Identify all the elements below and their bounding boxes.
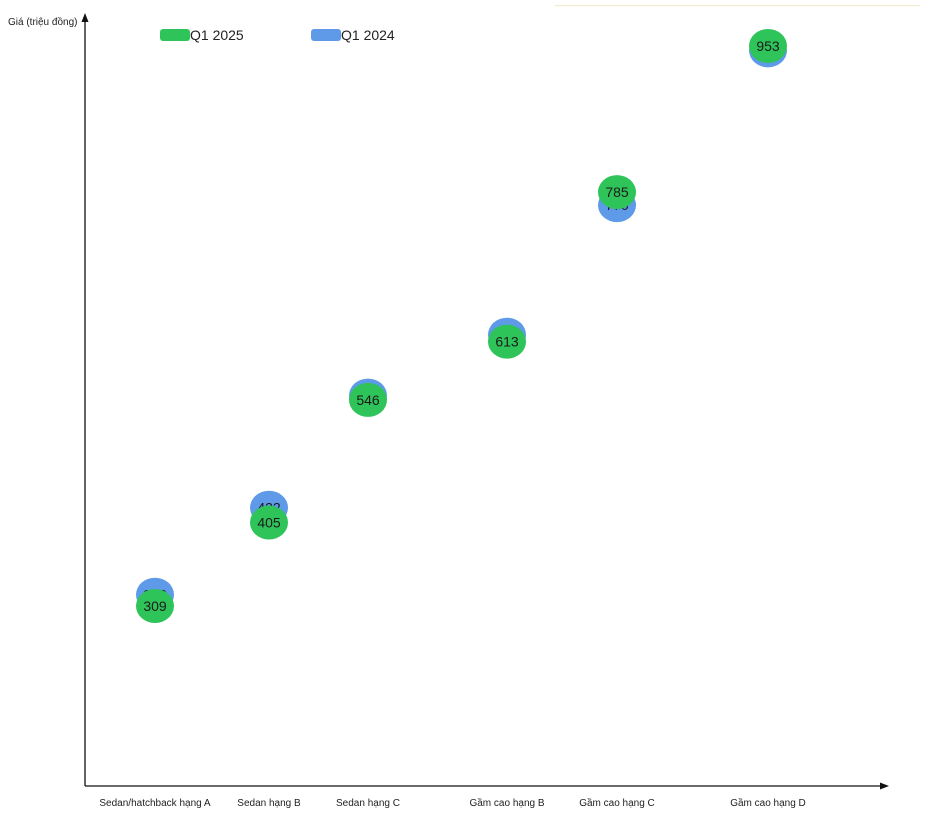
- x-tick-label-4: Gầm cao hạng B: [469, 797, 544, 809]
- point-q1-2025-5: [598, 175, 636, 210]
- value-label-q1-2025-4: 613: [495, 334, 519, 350]
- point-q1-2025-6: [749, 29, 787, 63]
- y-axis-label: Giá (triệu đồng): [8, 16, 77, 28]
- x-tick-label-1: Sedan/hatchback hạng A: [99, 798, 211, 809]
- point-q1-2025-3: [349, 382, 387, 417]
- point-q1-2025-4: [488, 324, 526, 359]
- value-label-q1-2025-3: 546: [356, 392, 380, 408]
- x-tick-label-5: Gầm cao hạng C: [579, 797, 655, 809]
- legend-label-1: Q1 2025: [190, 27, 244, 43]
- legend: Q1 2025 Q1 2024: [160, 27, 395, 43]
- legend-label-2: Q1 2024: [341, 27, 395, 43]
- value-label-q1-2025-1: 309: [143, 598, 167, 614]
- bubbles: 322309422405551546621613770785948953: [136, 29, 787, 623]
- x-tick-label-2: Sedan hạng B: [237, 798, 301, 809]
- value-label-q1-2025-5: 785: [605, 184, 629, 200]
- point-q1-2025-2: [250, 505, 288, 540]
- y-axis-arrow: [81, 13, 89, 22]
- axes: [81, 13, 889, 790]
- legend-swatch-1: [160, 29, 190, 41]
- x-tick-label-3: Sedan hạng C: [336, 798, 400, 809]
- legend-swatch-2: [311, 29, 341, 41]
- x-axis-arrow: [880, 782, 889, 790]
- x-tick-label-6: Gầm cao hạng D: [730, 797, 806, 809]
- x-tick-labels: Sedan/hatchback hạng A Sedan hạng B Sedan …: [99, 797, 805, 809]
- value-label-q1-2025-2: 405: [257, 515, 281, 531]
- top-decor-line: [555, 5, 920, 7]
- point-q1-2025-1: [136, 589, 174, 623]
- value-label-q1-2025-6: 953: [756, 38, 780, 54]
